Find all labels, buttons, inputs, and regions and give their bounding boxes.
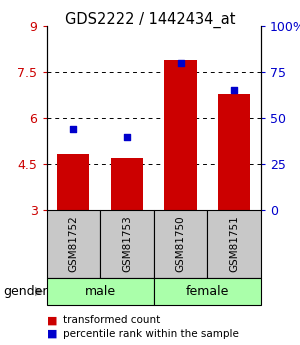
Point: [232, 88, 237, 93]
Bar: [218, 93, 250, 210]
Text: ■: ■: [46, 329, 57, 339]
Text: percentile rank within the sample: percentile rank within the sample: [63, 329, 239, 339]
Text: GSM81751: GSM81751: [229, 216, 239, 273]
Text: gender: gender: [3, 285, 47, 298]
Text: male: male: [85, 285, 116, 298]
Text: GSM81750: GSM81750: [176, 216, 186, 273]
Bar: [111, 158, 143, 210]
Point: [178, 60, 183, 66]
Text: GSM81753: GSM81753: [122, 216, 132, 273]
Text: ■: ■: [46, 315, 57, 325]
Text: GDS2222 / 1442434_at: GDS2222 / 1442434_at: [65, 12, 235, 28]
Point: [124, 134, 129, 139]
Point: [71, 127, 76, 132]
Text: GSM81752: GSM81752: [68, 216, 78, 273]
Text: female: female: [186, 285, 229, 298]
Bar: [57, 154, 89, 210]
Bar: [164, 60, 197, 210]
Text: transformed count: transformed count: [63, 315, 160, 325]
Polygon shape: [34, 287, 43, 296]
